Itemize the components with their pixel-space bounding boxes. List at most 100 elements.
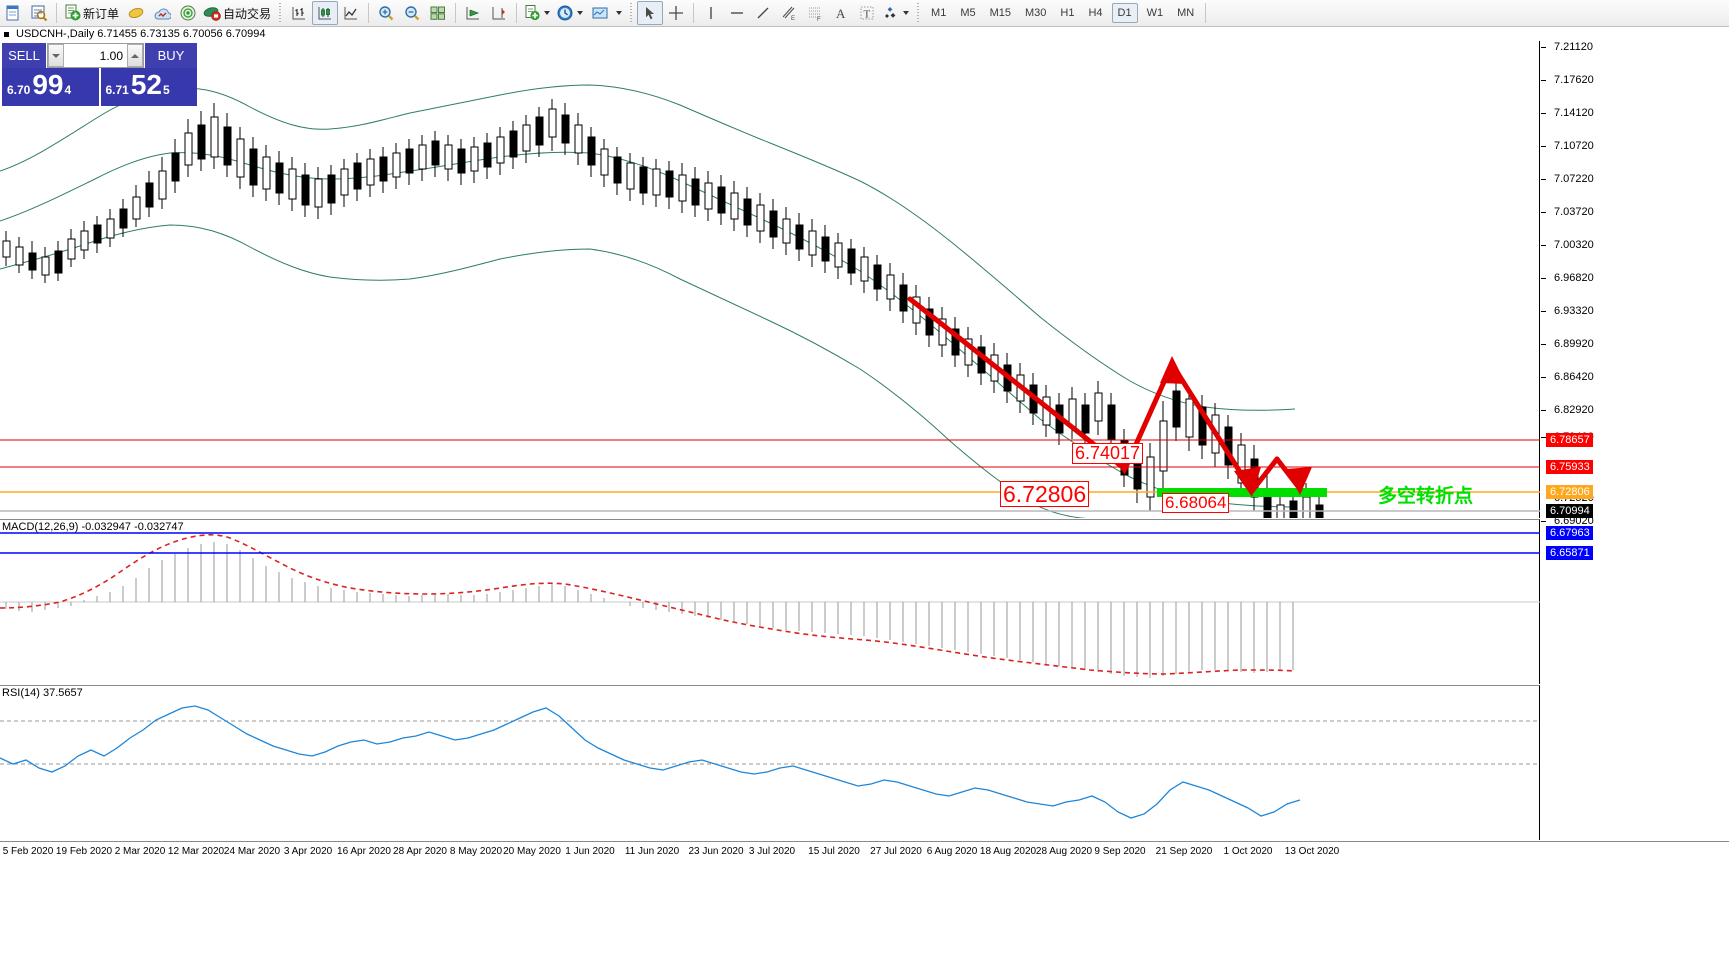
indicators-menu-button[interactable]	[521, 1, 554, 25]
axis-label-2: 7.14120	[1554, 107, 1594, 119]
zoom-out-icon[interactable]	[399, 1, 425, 25]
chevron-down-icon[interactable]	[544, 11, 551, 15]
bar-chart-icon[interactable]	[286, 1, 312, 25]
bid-price-display[interactable]: 6.70 99 4	[2, 68, 99, 106]
cursor-tool-icon[interactable]	[637, 1, 664, 25]
data-window-icon[interactable]	[26, 1, 52, 25]
market-watch-icon[interactable]	[149, 1, 175, 25]
time-label-16: 6 Aug 2020	[926, 846, 978, 857]
price-tag-resistance-upper[interactable]: 6.78657	[1546, 433, 1593, 447]
tab-timeframe-h1[interactable]: H1	[1060, 7, 1075, 19]
volume-input[interactable]: 1.00	[99, 48, 123, 63]
toolbar-grip-2[interactable]	[629, 3, 635, 23]
price-tag-pivot[interactable]: 6.72806	[1546, 485, 1593, 499]
annotation-price-6-74017[interactable]: 6.74017	[1072, 443, 1144, 464]
label-tool-icon[interactable]: T	[854, 1, 880, 25]
tab-timeframe-h4[interactable]: H4	[1088, 7, 1103, 19]
new-order-label: 新订单	[83, 6, 120, 21]
bid-price-point: 4	[64, 83, 72, 97]
templates-icon[interactable]	[587, 1, 613, 25]
price-chart-svg	[0, 84, 1540, 518]
axis-label-4: 7.07220	[1554, 173, 1594, 185]
chevron-down-icon-2[interactable]	[577, 11, 584, 15]
price-tag-support-1[interactable]: 6.67963	[1546, 526, 1593, 540]
tab-timeframe-m15[interactable]: M15	[989, 7, 1011, 19]
green-support-zone	[1157, 488, 1327, 497]
zoom-in-icon[interactable]	[373, 1, 399, 25]
vertical-line-tool-icon[interactable]	[698, 1, 724, 25]
crosshair-tool-icon[interactable]	[663, 1, 689, 25]
axis-label-11: 6.82920	[1554, 404, 1594, 416]
annotation-chinese-note[interactable]: 多空转折点	[1378, 486, 1474, 507]
candlestick-chart-icon[interactable]	[312, 1, 339, 25]
auto-scroll-icon[interactable]	[460, 1, 486, 25]
line-chart-icon[interactable]	[338, 1, 364, 25]
axis-label-3: 7.10720	[1554, 140, 1594, 152]
time-label-15: 27 Jul 2020	[870, 846, 922, 857]
time-label-1: 19 Feb 2020	[55, 846, 113, 857]
volume-stepper[interactable]: 1.00	[47, 43, 144, 68]
price-tag-current-price[interactable]: 6.70994	[1546, 504, 1593, 518]
tab-timeframe-m1[interactable]: M1	[931, 7, 947, 19]
toolbar-separator-3	[455, 3, 457, 23]
text-tool-icon[interactable]: A	[828, 1, 854, 25]
rsi-indicator-panel[interactable]: RSI(14) 37.5657 100 80 50 15	[0, 685, 1566, 840]
period-menu-button[interactable]	[554, 1, 587, 25]
theme-icon[interactable]	[123, 1, 149, 25]
fibonacci-tool-icon[interactable]: F	[802, 1, 828, 25]
template-menu-button[interactable]	[613, 1, 626, 25]
axis-tick	[1541, 410, 1546, 411]
time-label-12: 23 Jun 2020	[688, 846, 744, 857]
sell-button[interactable]: SELL	[2, 43, 46, 68]
tab-timeframe-mn[interactable]: MN	[1177, 7, 1195, 19]
chart-symbol-ohlc: USDCNH-,Daily 6.71455 6.73135 6.70056 6.…	[16, 28, 266, 40]
shapes-menu-button[interactable]	[880, 1, 913, 25]
price-axis[interactable]: 7.21120 7.17620 7.14120 7.10720 7.07220 …	[1541, 41, 1729, 840]
macd-indicator-panel[interactable]: MACD(12,26,9) -0.032947 -0.032747	[0, 519, 1598, 684]
chart-shift-icon[interactable]	[486, 1, 512, 25]
axis-tick	[1541, 80, 1546, 81]
annotation-price-6-68064[interactable]: 6.68064	[1162, 493, 1230, 513]
price-tag-support-2[interactable]: 6.65871	[1546, 546, 1593, 560]
buy-button[interactable]: BUY	[145, 43, 197, 68]
autotrading-button[interactable]: 自动交易	[201, 1, 275, 25]
trendline-tool-icon[interactable]	[750, 1, 776, 25]
time-label-5: 3 Apr 2020	[283, 846, 333, 857]
price-tag-resistance-lower[interactable]: 6.75933	[1546, 460, 1593, 474]
macd-svg	[0, 534, 1540, 678]
volume-decrease-button[interactable]	[48, 44, 64, 67]
new-chart-icon[interactable]	[0, 1, 26, 25]
axis-tick	[1541, 521, 1546, 522]
chevron-down-icon-4[interactable]	[903, 11, 910, 15]
signals-icon[interactable]	[175, 1, 201, 25]
volume-increase-button[interactable]	[127, 44, 143, 67]
time-label-21: 1 Oct 2020	[1223, 846, 1273, 857]
tab-timeframe-w1[interactable]: W1	[1146, 7, 1164, 19]
time-label-22: 13 Oct 2020	[1284, 846, 1340, 857]
new-order-button[interactable]: 新订单	[61, 1, 123, 25]
annotation-price-6-72806[interactable]: 6.72806	[1000, 481, 1090, 508]
axis-label-0: 7.21120	[1554, 41, 1593, 53]
chevron-down-icon-3[interactable]	[616, 11, 623, 15]
tab-timeframe-d1[interactable]: D1	[1111, 3, 1138, 23]
one-click-trading-panel[interactable]: SELL 1.00 BUY 6.70 99 4 6.71 52 5	[2, 43, 197, 106]
equidistant-channel-icon[interactable]: E	[776, 1, 802, 25]
tab-timeframe-m30[interactable]: M30	[1025, 7, 1047, 19]
toolbar-grip-3[interactable]	[916, 3, 922, 23]
axis-label-9: 6.89920	[1554, 338, 1594, 350]
svg-text:T: T	[864, 9, 871, 21]
time-axis[interactable]: 5 Feb 2020 19 Feb 2020 2 Mar 2020 12 Mar…	[0, 841, 1729, 863]
toolbar-grip[interactable]	[278, 3, 284, 23]
bollinger-upper-band	[0, 84, 1296, 411]
tab-timeframe-m5[interactable]: M5	[960, 7, 976, 19]
bid-price-prefix: 6.70	[7, 83, 31, 97]
ask-price-display[interactable]: 6.71 52 5	[100, 68, 197, 106]
price-chart-panel[interactable]: 6.72806 6.74017 6.68064 多空转折点	[0, 41, 1540, 518]
axis-tick	[1541, 212, 1546, 213]
toolbar-separator-5	[693, 3, 695, 23]
horizontal-line-tool-icon[interactable]	[724, 1, 750, 25]
axis-tick	[1541, 47, 1546, 48]
time-label-6: 16 Apr 2020	[337, 846, 391, 857]
tile-windows-icon[interactable]	[425, 1, 451, 25]
toolbar-separator	[56, 3, 57, 23]
